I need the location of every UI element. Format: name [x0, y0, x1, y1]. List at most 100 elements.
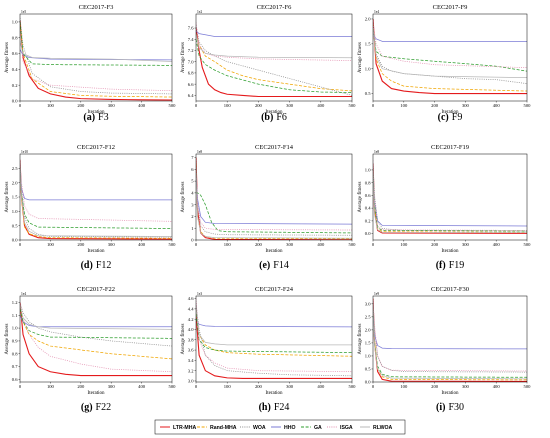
y-tick-label: 0.4	[365, 206, 371, 211]
plot-frame	[195, 13, 353, 102]
x-tick-label: 0	[19, 242, 22, 247]
panel-caption: (e) F14	[259, 260, 289, 271]
chart-title: CEC2017-F9	[433, 4, 468, 11]
series-line-ltr-mha	[196, 313, 352, 379]
panel-caption-letter: (f)	[436, 260, 446, 271]
x-tick-label: 400	[493, 103, 501, 108]
y-tick-label: 1.0	[12, 20, 18, 25]
y-tick-label: 0.8	[12, 351, 18, 356]
panel-caption-text: F12	[96, 260, 112, 271]
chart-title: CEC2017-F19	[431, 144, 469, 151]
y-tick-label: 0.0	[365, 231, 371, 236]
y-tick-label: 4.6	[188, 296, 194, 301]
panel-caption: (i) F30	[436, 402, 464, 413]
plot-frame	[372, 153, 528, 241]
x-tick-label: 300	[108, 384, 116, 389]
y-axis-label: Average fitness	[358, 324, 363, 355]
y-axis-label: Average fitness	[358, 182, 363, 213]
y-tick-label: 7.0	[188, 59, 194, 64]
x-axis-label: Iteration	[88, 110, 105, 115]
series-line-isga	[20, 29, 172, 92]
y-tick-label: 0.6	[12, 51, 18, 56]
y-tick-label: 1.5	[365, 341, 371, 346]
y-tick-label: 0.0	[12, 99, 18, 104]
x-tick-label: 300	[462, 242, 470, 247]
series-line-ga	[196, 39, 352, 93]
series-line-rlwoa	[196, 166, 352, 239]
y-tick-label: 0.9	[12, 339, 18, 344]
chart-title: CEC2017-F6	[257, 4, 292, 11]
series-line-ga	[20, 308, 172, 339]
y-tick-label: 1.5	[365, 41, 371, 46]
legend-label: ISGA	[340, 425, 353, 431]
chart-panel: CEC2017-F24 1e3 0 100 200 300 400 500 3.0 3.2 3.4 3…	[181, 286, 356, 413]
chart-title: CEC2017-F24	[255, 286, 294, 293]
chart-panel: CEC2017-F3 1e5 0 100 200 300 400 500 0.0 0.2 0.4 0.…	[5, 4, 176, 123]
y-tick-label: 7.4	[188, 37, 194, 42]
panel-caption-letter: (e)	[259, 260, 270, 271]
plot-frame	[195, 295, 353, 383]
x-tick-label: 200	[77, 103, 85, 108]
series-line-isga	[20, 302, 172, 373]
x-tick-label: 500	[524, 384, 532, 389]
chart-panel: CEC2017-F30 1e9 0 100 200 300 400 500 0.0 0.5 1.0 1…	[358, 286, 531, 413]
panel-caption-text: F22	[96, 402, 112, 413]
panel-caption: (c) F9	[438, 112, 463, 123]
plot-frame	[195, 153, 353, 241]
x-tick-label: 500	[349, 384, 357, 389]
panel-caption-text: F14	[273, 260, 289, 271]
y-tick-label: 0.5	[365, 367, 371, 372]
series-line-hho	[196, 175, 352, 225]
legend-label: RLWOA	[373, 425, 393, 431]
y-tick-label: 2	[191, 214, 194, 219]
y-tick-label: 2.5	[365, 314, 371, 319]
series-line-rlwoa	[373, 169, 527, 234]
x-tick-label: 200	[77, 384, 85, 389]
x-axis-label: Iteration	[266, 391, 283, 396]
y-tick-label: 1.0	[12, 326, 18, 331]
y-tick-label: 1.2	[12, 300, 18, 305]
y-tick-label: 4.4	[188, 306, 194, 311]
panel-caption: (d) F12	[81, 260, 112, 271]
y-axis-label: Average fitness	[181, 182, 186, 213]
series-line-woa	[373, 301, 527, 373]
axis-exponent: 1e4	[21, 292, 26, 296]
axis-exponent: 1e5	[21, 10, 26, 14]
series-line-hho	[196, 30, 352, 37]
plot-frame	[19, 295, 173, 383]
legend-label: HHO	[284, 425, 296, 431]
panel-caption-letter: (i)	[436, 402, 445, 413]
series-line-woa	[20, 161, 172, 238]
y-tick-label: 0.7	[12, 364, 18, 369]
x-axis-label: Iteration	[266, 110, 283, 115]
series-line-rand-mha	[196, 33, 352, 92]
series-line-ga	[196, 192, 352, 234]
chart-title: CEC2017-F22	[77, 286, 115, 293]
y-tick-label: 0.5	[365, 91, 371, 96]
series-line-isga	[373, 160, 527, 231]
x-tick-label: 100	[224, 242, 232, 247]
y-tick-label: 7.2	[188, 48, 194, 53]
series-line-woa	[373, 21, 527, 84]
y-tick-label: 3	[191, 202, 194, 207]
series-line-ltr-mha	[196, 27, 352, 98]
y-tick-label: 2.0	[365, 17, 371, 22]
x-tick-label: 100	[47, 103, 55, 108]
chart-panel: CEC2017-F9 1e4 0 100 200 300 400 500 0.5 1.0 1.5 2.…	[358, 4, 531, 123]
y-tick-label: 0.8	[365, 180, 371, 185]
y-tick-label: 7.6	[188, 26, 194, 31]
series-line-hho	[20, 315, 172, 328]
series-line-woa	[373, 163, 527, 232]
x-tick-label: 200	[77, 242, 85, 247]
series-line-isga	[373, 299, 527, 372]
chart-title: CEC2017-F3	[79, 4, 114, 11]
chart-panel: CEC2017-F6 1e2 0 100 200 300 400 500 6.4 6.6 6.8 7.…	[181, 4, 356, 123]
x-tick-label: 400	[138, 242, 146, 247]
series-line-hho	[373, 176, 527, 227]
x-tick-label: 0	[372, 242, 375, 247]
series-line-ga	[20, 21, 172, 66]
y-tick-label: 1	[191, 226, 194, 231]
panel-caption-text: F19	[449, 260, 465, 271]
series-line-isga	[196, 22, 352, 61]
